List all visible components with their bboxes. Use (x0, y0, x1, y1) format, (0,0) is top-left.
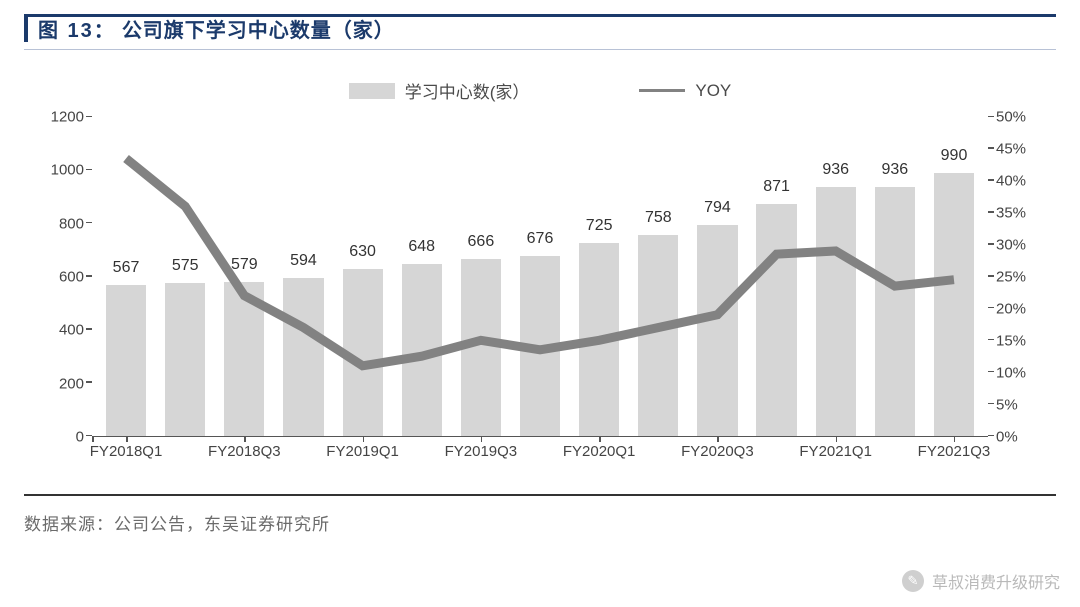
bar (520, 256, 560, 436)
bar-slot: 575 (156, 117, 215, 436)
y-right-tick: 35% (988, 205, 1044, 222)
bar-slot: 794 (688, 117, 747, 436)
chart-container: 学习中心数(家） YOY 020040060080010001200 0%5%1… (36, 68, 1044, 488)
bar-value-label: 579 (231, 256, 258, 274)
watermark: ✎ 草叔消费升级研究 (902, 569, 1060, 593)
x-tick-label: FY2021Q3 (918, 443, 991, 460)
footer-rule (24, 494, 1056, 496)
bar (343, 269, 383, 436)
plot-inner: 567 575 579 594 630 648 666 676 725 758 794 871 936 9… (92, 117, 988, 437)
y-left-tick: 600 (36, 269, 92, 286)
bar-value-label: 648 (408, 238, 435, 256)
x-tick-label: FY2018Q3 (208, 443, 281, 460)
bar-slot: 936 (865, 117, 924, 436)
bar-value-label: 990 (941, 147, 968, 165)
legend-item-line: YOY (639, 78, 731, 103)
bar (875, 187, 915, 436)
y-right-tick: 0% (988, 429, 1044, 446)
watermark-icon: ✎ (902, 570, 924, 592)
plot-area: 020040060080010001200 0%5%10%15%20%25%30… (92, 117, 988, 437)
bar-value-label: 936 (882, 161, 909, 179)
bar-slot: 630 (333, 117, 392, 436)
x-axis-labels: FY2018Q1 FY2018Q3 FY2019Q1 FY2019Q3 FY2020Q1… (92, 437, 988, 465)
bar-value-label: 567 (113, 259, 140, 277)
bar-value-label: 666 (468, 233, 495, 251)
y-left-tick: 400 (36, 322, 92, 339)
bar (224, 282, 264, 436)
watermark-text: 草叔消费升级研究 (932, 569, 1060, 593)
y-right-tick: 25% (988, 269, 1044, 286)
bar-value-label: 725 (586, 217, 613, 235)
bar (934, 173, 974, 436)
bar (283, 278, 323, 436)
legend-swatch-bar (349, 83, 395, 99)
bar-slot: 676 (510, 117, 569, 436)
title-accent-bar (24, 16, 28, 42)
legend-label-line: YOY (695, 81, 731, 101)
bar (165, 283, 205, 436)
bar-slot: 990 (924, 117, 983, 436)
legend: 学习中心数(家） YOY (36, 68, 1044, 117)
bar-value-label: 575 (172, 257, 199, 275)
x-tick-label: FY2019Q1 (326, 443, 399, 460)
y-right-tick: 10% (988, 365, 1044, 382)
y-right-tick: 20% (988, 301, 1044, 318)
bar-value-label: 871 (763, 178, 790, 196)
y-right-tick: 50% (988, 109, 1044, 126)
bar-slot: 666 (451, 117, 510, 436)
y-left-tick: 1000 (36, 162, 92, 179)
title-underline (24, 49, 1056, 50)
legend-swatch-line (639, 89, 685, 92)
bar-value-label: 758 (645, 209, 672, 227)
data-source: 数据来源：公司公告，东吴证券研究所 (24, 510, 1056, 535)
bar-slot: 579 (215, 117, 274, 436)
bar-slot: 725 (570, 117, 629, 436)
bar-value-label: 794 (704, 199, 731, 217)
bar (638, 235, 678, 437)
y-right-tick: 40% (988, 173, 1044, 190)
x-tick-label: FY2020Q1 (563, 443, 636, 460)
figure-number: 图 13： (38, 14, 116, 43)
bar (106, 285, 146, 436)
bar (402, 264, 442, 436)
bar (697, 225, 737, 436)
bar-slot: 871 (747, 117, 806, 436)
bars-group: 567 575 579 594 630 648 666 676 725 758 794 871 936 9… (92, 117, 988, 436)
bar (461, 259, 501, 436)
bar (756, 204, 796, 436)
y-left-tick: 0 (36, 429, 92, 446)
figure-title: 公司旗下学习中心数量（家） (122, 14, 395, 43)
bar-slot: 648 (392, 117, 451, 436)
x-tick-label: FY2021Q1 (799, 443, 872, 460)
bar-value-label: 594 (290, 252, 317, 270)
y-left-tick: 800 (36, 215, 92, 232)
bar-slot: 567 (96, 117, 155, 436)
x-tick-label: FY2018Q1 (90, 443, 163, 460)
bar-value-label: 630 (349, 243, 376, 261)
bar-slot: 758 (629, 117, 688, 436)
y-right-tick: 45% (988, 141, 1044, 158)
bar (816, 187, 856, 436)
y-right-tick: 30% (988, 237, 1044, 254)
bar-value-label: 676 (527, 230, 554, 248)
bar (579, 243, 619, 436)
bar-slot: 594 (274, 117, 333, 436)
y-axis-right: 0%5%10%15%20%25%30%35%40%45%50% (988, 117, 1044, 437)
bar-slot: 936 (806, 117, 865, 436)
legend-item-bars: 学习中心数(家） (349, 78, 530, 103)
bar-value-label: 936 (822, 161, 849, 179)
legend-label-bars: 学习中心数(家） (405, 78, 530, 103)
y-axis-left: 020040060080010001200 (36, 117, 92, 437)
y-left-tick: 1200 (36, 109, 92, 126)
x-tick-label: FY2020Q3 (681, 443, 754, 460)
x-tick-label: FY2019Q3 (445, 443, 518, 460)
y-left-tick: 200 (36, 375, 92, 392)
y-right-tick: 5% (988, 397, 1044, 414)
y-right-tick: 15% (988, 333, 1044, 350)
title-row: 图 13： 公司旗下学习中心数量（家） (24, 14, 1056, 49)
